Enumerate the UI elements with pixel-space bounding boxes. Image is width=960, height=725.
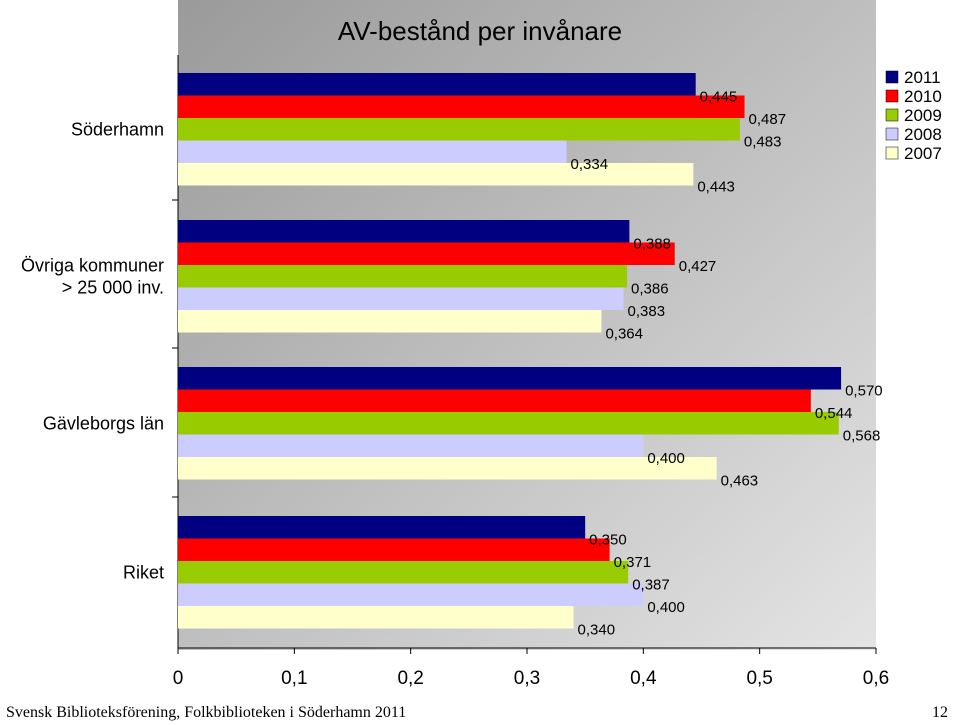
data-label: 0,340 xyxy=(578,622,616,639)
bar xyxy=(178,242,675,265)
bar xyxy=(178,538,610,561)
data-label: 0,383 xyxy=(628,303,666,320)
data-label: 0,386 xyxy=(631,281,669,298)
bar xyxy=(178,457,717,480)
bar xyxy=(178,95,745,118)
data-label: 0,400 xyxy=(647,599,685,616)
legend-label: 2007 xyxy=(904,144,942,163)
legend-swatch xyxy=(885,89,899,103)
x-tick-label: 0,5 xyxy=(746,668,772,689)
legend-swatch xyxy=(885,127,899,141)
bar xyxy=(178,434,644,457)
chart-title: AV-bestånd per invånare xyxy=(338,16,622,46)
x-tick-label: 0,1 xyxy=(281,668,307,689)
x-tick-label: 0,2 xyxy=(397,668,423,689)
page-number: 12 xyxy=(932,704,948,721)
data-label: 0,483 xyxy=(744,134,782,151)
x-tick-label: 0,3 xyxy=(514,668,540,689)
data-label: 0,364 xyxy=(605,326,643,343)
data-label: 0,388 xyxy=(633,236,671,253)
data-label: 0,387 xyxy=(632,577,670,594)
bar xyxy=(178,389,811,412)
data-label: 0,400 xyxy=(647,450,685,467)
bar xyxy=(178,412,839,435)
category-label: Övriga kommuner > 25 000 inv. xyxy=(21,255,164,297)
legend-label: 2010 xyxy=(904,87,942,106)
legend-label: 2008 xyxy=(904,125,942,144)
data-label: 0,487 xyxy=(749,111,787,128)
bar xyxy=(178,561,629,584)
data-label: 0,350 xyxy=(589,532,627,549)
x-tick-label: 0 xyxy=(173,668,184,689)
category-label: Söderhamn xyxy=(71,119,164,139)
data-label: 0,568 xyxy=(843,428,881,445)
category-label: Riket xyxy=(123,562,164,582)
legend-label: 2009 xyxy=(904,106,942,125)
bar xyxy=(178,73,696,96)
chart: AV-bestånd per invånare 0 0,1 0,2 0,3 0,4 0,5… xyxy=(21,0,942,689)
data-label: 0,544 xyxy=(815,405,853,422)
bar xyxy=(178,287,624,310)
bar xyxy=(178,583,644,606)
x-tick-label: 0,6 xyxy=(863,668,889,689)
bar xyxy=(178,140,567,163)
data-label: 0,445 xyxy=(700,89,738,106)
data-label: 0,334 xyxy=(571,156,609,173)
legend-swatch xyxy=(885,70,899,84)
bar xyxy=(178,220,630,243)
legend-label: 2011 xyxy=(904,68,941,87)
bar xyxy=(178,163,694,186)
bar xyxy=(178,516,586,539)
x-tick-label: 0,4 xyxy=(630,668,657,689)
bar xyxy=(178,265,628,288)
legend-swatch xyxy=(885,146,899,160)
bar xyxy=(178,310,602,333)
category-label: Gävleborgs län xyxy=(43,413,164,433)
data-label: 0,427 xyxy=(679,258,717,275)
data-label: 0,463 xyxy=(721,473,759,490)
data-label: 0,443 xyxy=(697,179,735,196)
footer-text: Svensk Biblioteksförening, Folkbibliotek… xyxy=(6,704,407,721)
data-label: 0,570 xyxy=(845,383,883,400)
bar xyxy=(178,118,740,141)
bar xyxy=(178,367,842,390)
legend-swatch xyxy=(885,108,899,122)
bar xyxy=(178,606,574,629)
data-label: 0,371 xyxy=(614,554,652,571)
